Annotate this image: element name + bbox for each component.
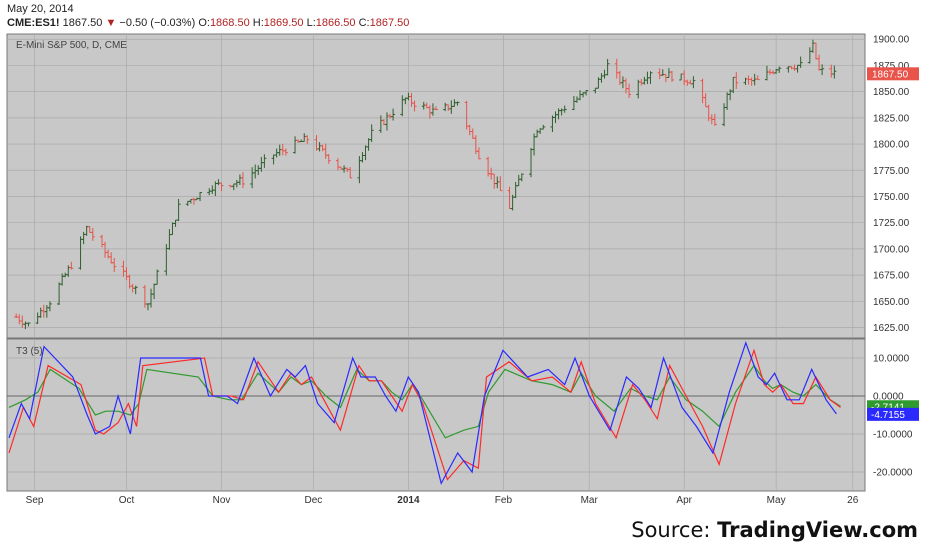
x-tick-label: Sep xyxy=(26,495,44,506)
price-tick-label: 1750.00 xyxy=(873,192,910,203)
price-tick-label: 1625.00 xyxy=(873,323,910,334)
axes: Sep Oct Nov Dec 2014 Feb Mar Apr May 26 1625.00 165… xyxy=(26,35,919,506)
price-tick-label: 1850.00 xyxy=(873,87,910,98)
price-change: −0.50 (−0.03%) xyxy=(119,17,196,29)
indicator-title: T3 (5) xyxy=(16,346,43,357)
source-credit: Source: TradingView.com xyxy=(631,518,918,542)
price-tick-label: 1900.00 xyxy=(873,35,910,46)
open-value: 1868.50 xyxy=(209,17,250,29)
t3-value-tag-label: -4.7155 xyxy=(871,410,905,421)
chart-date: May 20, 2014 xyxy=(7,3,74,15)
price-tick-label: 1675.00 xyxy=(873,271,910,282)
x-tick-label: Dec xyxy=(305,495,323,506)
indicator-tick-label: -10.0000 xyxy=(873,430,913,441)
t3-series-line xyxy=(8,348,841,481)
last-price-tag-label: 1867.50 xyxy=(872,69,909,80)
x-tick-label: Nov xyxy=(213,495,231,506)
low-label: L: xyxy=(306,17,316,29)
last-price-tag xyxy=(867,67,919,81)
x-tick-label: May xyxy=(767,495,786,506)
price-chart-title: E-Mini S&P 500, D, CME xyxy=(16,40,127,51)
open-label: O: xyxy=(198,17,210,29)
x-tick-label: Mar xyxy=(581,495,599,506)
symbol-label: CME:ES1! xyxy=(7,17,60,29)
x-tick-label: 2014 xyxy=(397,495,420,506)
high-value: 1869.50 xyxy=(263,17,304,29)
x-tick-label: 26 xyxy=(847,495,859,506)
x-tick-label: Apr xyxy=(676,495,692,506)
last-price: 1867.50 xyxy=(62,17,103,29)
x-tick-label: Oct xyxy=(119,495,135,506)
indicator-tick-label: 0.0000 xyxy=(873,392,904,403)
down-arrow-icon: ▼ xyxy=(105,17,117,29)
price-tick-label: 1775.00 xyxy=(873,166,910,177)
price-panel[interactable] xyxy=(6,33,866,339)
source-prefix: Source: xyxy=(631,518,718,542)
t3-series-line xyxy=(8,364,841,439)
t3-value-tag xyxy=(867,407,919,421)
grid-lines xyxy=(7,34,865,491)
indicator-panel[interactable] xyxy=(6,338,866,492)
t3-series-line xyxy=(8,340,837,486)
ohlc-header: CME:ES1! 1867.50 ▼ −0.50 (−0.03%) O:1868… xyxy=(7,17,409,29)
t3-lines xyxy=(8,340,841,486)
price-tick-label: 1800.00 xyxy=(873,140,910,151)
price-tick-label: 1700.00 xyxy=(873,244,910,255)
indicator-tick-label: -20.0000 xyxy=(873,468,913,479)
t3-value-tag-label: -2.7141 xyxy=(871,402,905,413)
close-label: C: xyxy=(358,17,370,29)
high-label: H: xyxy=(252,17,264,29)
close-value: 1867.50 xyxy=(369,17,410,29)
x-tick-label: Feb xyxy=(495,495,513,506)
source-brand: TradingView.com xyxy=(717,518,918,542)
indicator-tick-label: 10.0000 xyxy=(873,354,910,365)
price-tick-label: 1725.00 xyxy=(873,218,910,229)
low-value: 1866.50 xyxy=(315,17,356,29)
ohlc-bars xyxy=(14,39,837,330)
price-tick-label: 1875.00 xyxy=(873,61,910,72)
price-tick-label: 1650.00 xyxy=(873,297,910,308)
price-tick-label: 1825.00 xyxy=(873,113,910,124)
